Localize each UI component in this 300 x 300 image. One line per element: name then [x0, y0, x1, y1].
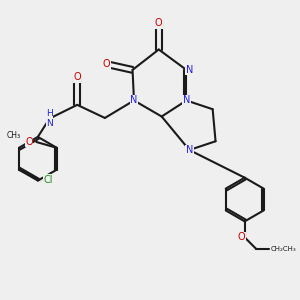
- Text: N: N: [183, 95, 190, 106]
- Text: O: O: [74, 72, 81, 82]
- Text: Cl: Cl: [44, 175, 53, 185]
- Text: N: N: [186, 65, 193, 75]
- Text: CH₂CH₃: CH₂CH₃: [271, 246, 296, 252]
- Text: O: O: [103, 59, 110, 69]
- Text: H
N: H N: [46, 109, 53, 128]
- Text: O: O: [155, 18, 163, 28]
- Text: O: O: [25, 137, 33, 147]
- Text: O: O: [238, 232, 246, 242]
- Text: CH₃: CH₃: [6, 131, 20, 140]
- Text: N: N: [130, 95, 138, 106]
- Text: N: N: [186, 145, 193, 155]
